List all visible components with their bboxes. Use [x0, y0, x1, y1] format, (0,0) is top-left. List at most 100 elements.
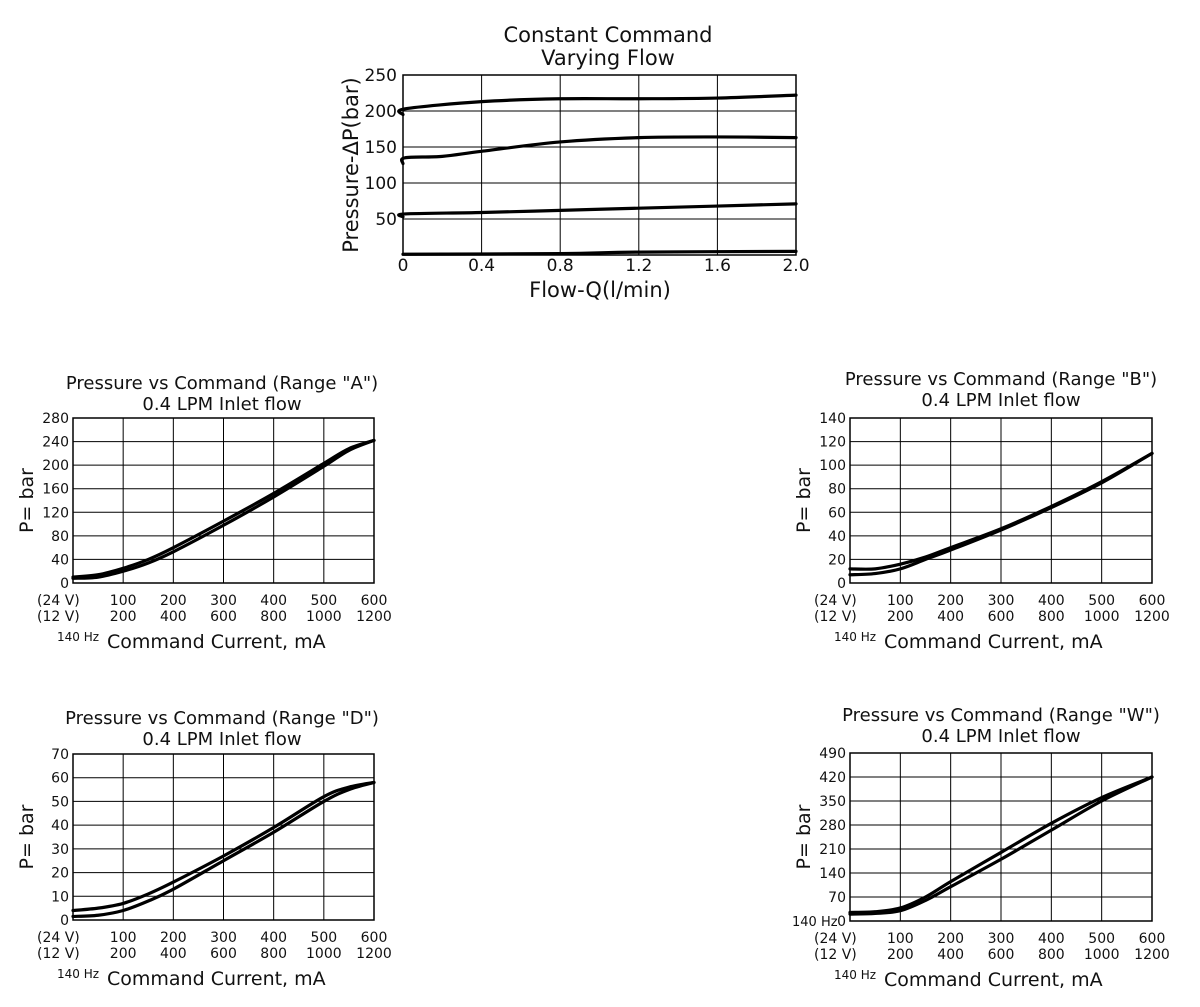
- x-tick-label: 200: [110, 946, 137, 962]
- y-tick-label: 80: [51, 529, 69, 545]
- plot-frame: [849, 417, 1153, 584]
- y-tick-label: 40: [828, 529, 846, 545]
- x-tick-label: 1000: [306, 609, 342, 625]
- x-tick-row-label: (12 V): [814, 609, 857, 625]
- x-axis-label: Command Current, mA: [884, 969, 1103, 991]
- x-axis-label-prefix: 140 Hz: [834, 630, 876, 644]
- x-tick-label: 200: [937, 593, 964, 609]
- x-tick-label: 200: [887, 609, 914, 625]
- x-tick-label: 1.6: [704, 256, 731, 276]
- plot-frame: [72, 417, 375, 584]
- x-axis-label: Flow-Q(l/min): [529, 278, 671, 302]
- x-tick-label: 400: [937, 609, 964, 625]
- x-tick-label: 1000: [306, 946, 342, 962]
- x-tick-label: 200: [937, 931, 964, 947]
- chart-title: 0.4 LPM Inlet flow: [142, 394, 301, 415]
- x-tick-label: 1000: [1084, 609, 1120, 625]
- chart-1: Pressure vs Command (Range "A")0.4 LPM I…: [16, 373, 392, 653]
- x-tick-label: 400: [160, 946, 187, 962]
- y-tick-label: 30: [51, 842, 69, 858]
- chart-4: Pressure vs Command (Range "W")0.4 LPM I…: [792, 705, 1170, 991]
- x-tick-label: 400: [1038, 931, 1065, 947]
- x-tick-label: 400: [160, 609, 187, 625]
- y-tick-label: 280: [819, 818, 846, 834]
- x-tick-label: 300: [988, 593, 1015, 609]
- x-tick-label: 600: [210, 946, 237, 962]
- y-tick-label: 120: [42, 505, 69, 521]
- y-tick-label: 70: [828, 890, 846, 906]
- x-tick-label: 600: [988, 947, 1015, 963]
- x-tick-label: 200: [160, 930, 187, 946]
- y-tick-label: 490: [819, 746, 846, 762]
- y-tick-label: 200: [365, 102, 397, 122]
- chart-title: Varying Flow: [541, 46, 675, 70]
- x-tick-row-label: (24 V): [814, 931, 857, 947]
- x-tick-row-label: (24 V): [814, 593, 857, 609]
- y-tick-prefix: 140 Hz: [792, 915, 838, 930]
- x-axis-label-prefix: 140 Hz: [57, 967, 99, 981]
- y-axis-label: P= bar: [16, 804, 38, 869]
- series-line-3: [401, 249, 798, 256]
- y-tick-label: 40: [51, 818, 69, 834]
- y-axis-label: P= bar: [16, 468, 38, 533]
- series-line-1: [399, 135, 798, 166]
- y-tick-label: 150: [365, 138, 397, 158]
- x-tick-row-label: (24 V): [37, 930, 80, 946]
- chart-title: Pressure vs Command (Range "A"): [66, 373, 378, 394]
- chart-title: Pressure vs Command (Range "D"): [65, 708, 379, 729]
- y-tick-label: 210: [819, 842, 846, 858]
- y-tick-label: 250: [365, 66, 397, 86]
- x-tick-label: 800: [260, 946, 287, 962]
- series-line-0: [71, 780, 376, 913]
- y-tick-label: 80: [828, 482, 846, 498]
- y-tick-label: 20: [51, 866, 69, 882]
- x-tick-label: 500: [310, 930, 337, 946]
- x-tick-label: 800: [1038, 947, 1065, 963]
- x-tick-label: 200: [160, 593, 187, 609]
- x-tick-row-label: (12 V): [37, 946, 80, 962]
- series-line-1: [71, 438, 376, 580]
- y-tick-label: 40: [51, 552, 69, 568]
- series-line-2: [397, 202, 798, 219]
- chart-title: 0.4 LPM Inlet flow: [921, 390, 1080, 411]
- chart-title: Pressure vs Command (Range "W"): [842, 705, 1160, 726]
- series-line-1: [848, 451, 1154, 577]
- y-tick-label: 200: [42, 458, 69, 474]
- y-tick-label: 10: [51, 889, 69, 905]
- x-tick-label: 600: [1139, 593, 1166, 609]
- x-axis-label-prefix: 140 Hz: [834, 968, 876, 982]
- x-tick-label: 400: [260, 930, 287, 946]
- x-tick-label: 1.2: [625, 256, 652, 276]
- x-tick-label: 0.8: [547, 256, 574, 276]
- x-tick-label: 1000: [1084, 947, 1120, 963]
- y-tick-label: 60: [51, 771, 69, 787]
- x-axis-label: Command Current, mA: [107, 968, 326, 990]
- chart-3: Pressure vs Command (Range "D")0.4 LPM I…: [16, 708, 392, 990]
- x-tick-label: 1200: [356, 946, 392, 962]
- chart-2: Pressure vs Command (Range "B")0.4 LPM I…: [793, 369, 1170, 653]
- x-tick-label: 600: [361, 930, 388, 946]
- x-tick-label: 100: [110, 593, 137, 609]
- x-tick-label: 1200: [1134, 947, 1170, 963]
- x-tick-label: 100: [110, 930, 137, 946]
- series-line-0: [71, 438, 376, 579]
- y-tick-label: 140: [819, 411, 846, 427]
- series-line-0: [848, 775, 1154, 915]
- x-tick-label: 500: [1088, 931, 1115, 947]
- x-tick-label: 1200: [1134, 609, 1170, 625]
- x-tick-label: 800: [1038, 609, 1065, 625]
- y-axis-label: P= bar: [793, 804, 815, 869]
- x-tick-label: 200: [110, 609, 137, 625]
- x-axis-label: Command Current, mA: [107, 631, 326, 653]
- x-tick-row-label: (12 V): [37, 609, 80, 625]
- x-tick-label: 400: [260, 593, 287, 609]
- x-tick-label: 600: [1139, 931, 1166, 947]
- series-line-1: [848, 775, 1154, 916]
- y-tick-label: 100: [365, 174, 397, 194]
- y-tick-label: 20: [828, 552, 846, 568]
- chart-title: 0.4 LPM Inlet flow: [142, 729, 301, 750]
- y-tick-label: 0: [837, 914, 846, 930]
- x-tick-row-label: (12 V): [814, 947, 857, 963]
- y-tick-label: 0: [60, 576, 69, 592]
- y-tick-label: 50: [51, 794, 69, 810]
